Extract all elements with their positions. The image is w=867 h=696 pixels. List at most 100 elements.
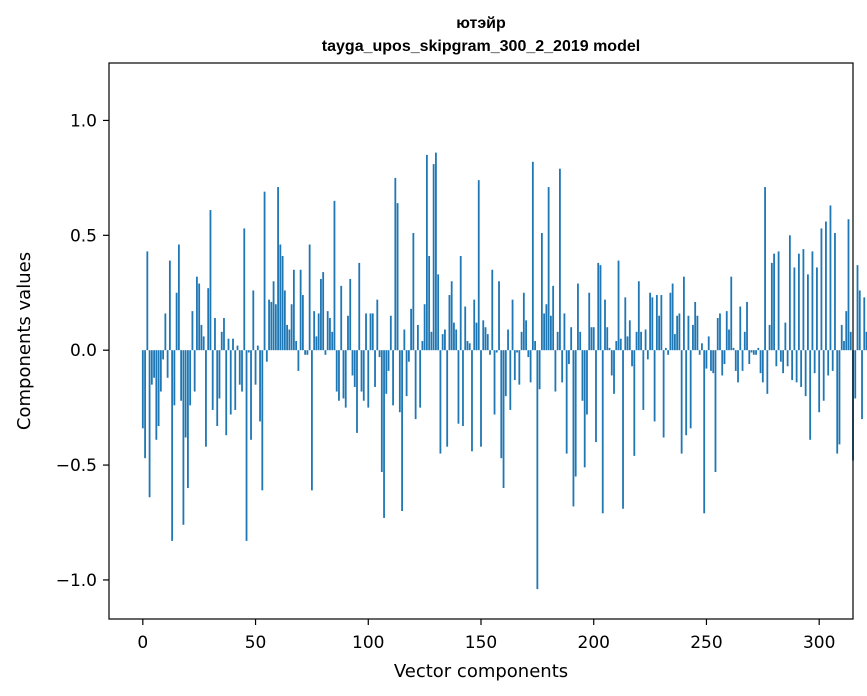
bar [556, 331, 559, 351]
bar [775, 350, 778, 367]
bar [304, 350, 307, 355]
bar [813, 350, 816, 374]
bar [311, 350, 313, 491]
bar [574, 350, 577, 477]
bar [615, 341, 618, 351]
bar [811, 251, 814, 351]
bar [196, 276, 198, 351]
bar [565, 350, 568, 454]
bar [432, 164, 435, 351]
bar [407, 350, 410, 362]
bar [435, 152, 437, 351]
bar [150, 350, 153, 385]
bar [290, 304, 293, 351]
bar [653, 350, 656, 422]
bar [664, 347, 667, 351]
bar [716, 318, 719, 351]
bar [583, 350, 586, 468]
bar [450, 281, 453, 351]
bar [371, 313, 374, 351]
bar [241, 350, 243, 392]
bar [162, 350, 165, 360]
bar [245, 350, 248, 541]
bar [710, 350, 712, 371]
bar [168, 260, 171, 351]
bar [317, 313, 320, 351]
bar [164, 313, 167, 351]
bar [173, 350, 176, 406]
bar [719, 313, 721, 351]
bar [669, 292, 672, 351]
bar [504, 350, 507, 397]
bar [513, 350, 516, 381]
bar [342, 350, 345, 399]
bar [292, 269, 295, 351]
bar [649, 292, 651, 351]
bar [378, 350, 381, 358]
bar [480, 350, 482, 447]
bar [527, 350, 530, 358]
bar [214, 318, 216, 351]
bar [471, 350, 473, 452]
bar [703, 350, 706, 514]
bar [301, 295, 304, 351]
bar [437, 274, 440, 351]
bar [604, 299, 606, 351]
bar [572, 350, 575, 507]
bar [601, 350, 604, 514]
bar [752, 350, 755, 355]
bar [721, 350, 724, 376]
bar [804, 350, 807, 397]
bar [673, 334, 676, 351]
bar [288, 329, 291, 351]
bar [191, 311, 194, 351]
bar [741, 350, 744, 371]
y-tick-label: 1.0 [70, 111, 97, 131]
bar [561, 350, 564, 383]
y-tick-label: 0.0 [70, 341, 97, 361]
bar [180, 350, 183, 401]
bar [493, 350, 496, 415]
bar [261, 350, 264, 491]
bar [453, 322, 455, 351]
bar [683, 276, 685, 351]
y-tick-label: −1.0 [56, 571, 97, 591]
bar [394, 177, 397, 351]
bar [701, 343, 703, 351]
bar [795, 350, 798, 383]
bar [755, 350, 757, 355]
bar [265, 350, 268, 362]
bar [220, 331, 223, 351]
bar [153, 350, 155, 378]
bar [416, 324, 419, 351]
bar [737, 350, 739, 383]
bar [189, 350, 192, 406]
bar [777, 251, 780, 351]
bar [313, 311, 316, 351]
bar [549, 315, 552, 351]
y-tick-label: 0.5 [70, 226, 97, 246]
bar [507, 329, 509, 351]
bar [590, 327, 593, 351]
bar [538, 350, 541, 390]
bar [646, 350, 649, 360]
bar [773, 253, 775, 351]
bar [155, 350, 158, 440]
bar [633, 350, 636, 456]
bar [502, 350, 505, 489]
bar [358, 262, 361, 351]
bar [333, 200, 336, 351]
bar [610, 350, 613, 376]
bar [457, 350, 460, 424]
bar [705, 350, 708, 369]
bar [696, 315, 699, 351]
bar [678, 313, 681, 351]
bar [579, 331, 582, 351]
bar [658, 315, 661, 351]
bar [818, 350, 821, 413]
bar [732, 347, 735, 351]
bar [405, 350, 408, 397]
bar [863, 297, 866, 351]
bar [182, 350, 185, 525]
bar [324, 350, 327, 355]
